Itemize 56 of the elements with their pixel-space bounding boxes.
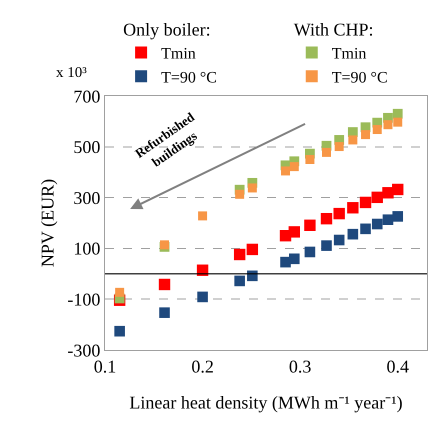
point <box>334 142 344 152</box>
text: With CHP: <box>294 20 374 40</box>
point <box>305 155 314 164</box>
point <box>304 246 316 258</box>
text: Only boiler: <box>123 20 211 40</box>
point <box>333 208 345 220</box>
y-tick-label: 500 <box>73 137 100 158</box>
x-tick-label: 0.3 <box>288 356 312 377</box>
point <box>393 118 402 127</box>
x-tick-label: 0.4 <box>386 356 409 377</box>
x-tick-label: 0.2 <box>191 356 214 377</box>
point <box>234 276 245 286</box>
point <box>235 190 244 199</box>
point <box>115 288 124 297</box>
point <box>320 212 332 224</box>
point <box>372 125 382 134</box>
point <box>159 307 170 318</box>
point <box>348 135 358 144</box>
x-axis-title: Linear heat density (MWh m⁻¹ year⁻¹) <box>129 392 403 413</box>
point <box>361 130 370 140</box>
point <box>372 192 383 204</box>
legend-label: T=90 °C <box>161 70 217 87</box>
point <box>382 214 394 225</box>
point <box>198 211 208 220</box>
point <box>160 240 170 250</box>
point <box>383 120 392 130</box>
point <box>281 166 290 176</box>
point <box>392 211 404 222</box>
y-tick-label: 100 <box>73 238 100 259</box>
point <box>288 226 300 238</box>
point <box>248 183 257 192</box>
point <box>348 228 358 240</box>
point <box>289 254 300 264</box>
point <box>246 244 258 256</box>
y-tick-label: 300 <box>73 188 100 208</box>
legend-label: Tmin <box>161 46 196 63</box>
point <box>372 218 383 230</box>
legend-label: T=90 °C <box>332 70 388 87</box>
point <box>321 240 332 251</box>
point <box>114 326 125 336</box>
legend-label: Tmin <box>332 46 366 63</box>
point <box>197 292 208 302</box>
point <box>304 220 316 231</box>
text: x 10³ <box>56 65 88 81</box>
y-tick-label: 700 <box>73 86 100 106</box>
y-tick-label: -100 <box>67 290 100 310</box>
y-axis-title: NPV (EUR) <box>38 178 58 268</box>
point <box>360 224 371 234</box>
point <box>322 148 331 157</box>
point <box>347 202 359 214</box>
point <box>234 248 246 260</box>
point <box>290 162 299 172</box>
point <box>334 234 344 246</box>
point <box>158 278 170 290</box>
point <box>392 184 404 196</box>
point <box>360 196 372 208</box>
